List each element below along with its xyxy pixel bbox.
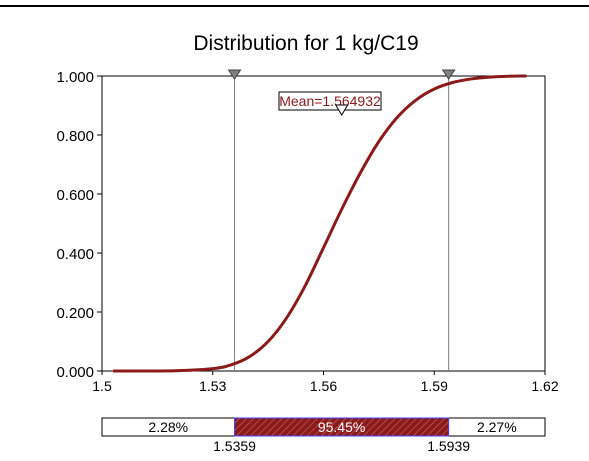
x-tick-label: 1.53 [199, 378, 226, 394]
y-tick-label: 0.800 [56, 128, 94, 145]
marker-triangle-icon [441, 69, 456, 80]
y-tick-label: 0.200 [56, 305, 94, 322]
left-tail-pct: 2.28% [148, 419, 188, 435]
x-tick-label: 1.59 [421, 378, 448, 394]
y-tick-label: 1.000 [56, 69, 94, 86]
y-tick-label: 0.400 [56, 246, 94, 263]
interval-bar: 2.28% 95.45% 2.27% 1.5359 1.5939 [101, 417, 546, 454]
mean-label: Mean=1.564932 [279, 93, 381, 109]
plot-frame [101, 75, 546, 372]
y-tick-label: 0.000 [56, 364, 94, 381]
x-tick-label: 1.5 [92, 378, 112, 394]
cdf-curve [113, 74, 527, 373]
y-tick-label: 0.600 [56, 187, 94, 204]
mean-arrow-icon [334, 104, 349, 116]
mean-label-box [278, 91, 382, 111]
left-value-label: 1.5359 [213, 438, 256, 454]
top-rule [0, 5, 589, 7]
chart-title: Distribution for 1 kg/C19 [193, 32, 418, 55]
right-tail-pct: 2.27% [477, 419, 517, 435]
interval-band [234, 417, 450, 437]
x-tick-label: 1.56 [310, 378, 337, 394]
right-value-label: 1.5939 [427, 438, 470, 454]
plot-area: 0.000 0.200 0.400 0.600 0.800 1.000 1.5 1.53 1.5… [56, 69, 558, 394]
marker-triangle-icon [227, 69, 242, 80]
x-tick-label: 1.62 [531, 378, 558, 394]
middle-pct: 95.45% [318, 419, 365, 435]
